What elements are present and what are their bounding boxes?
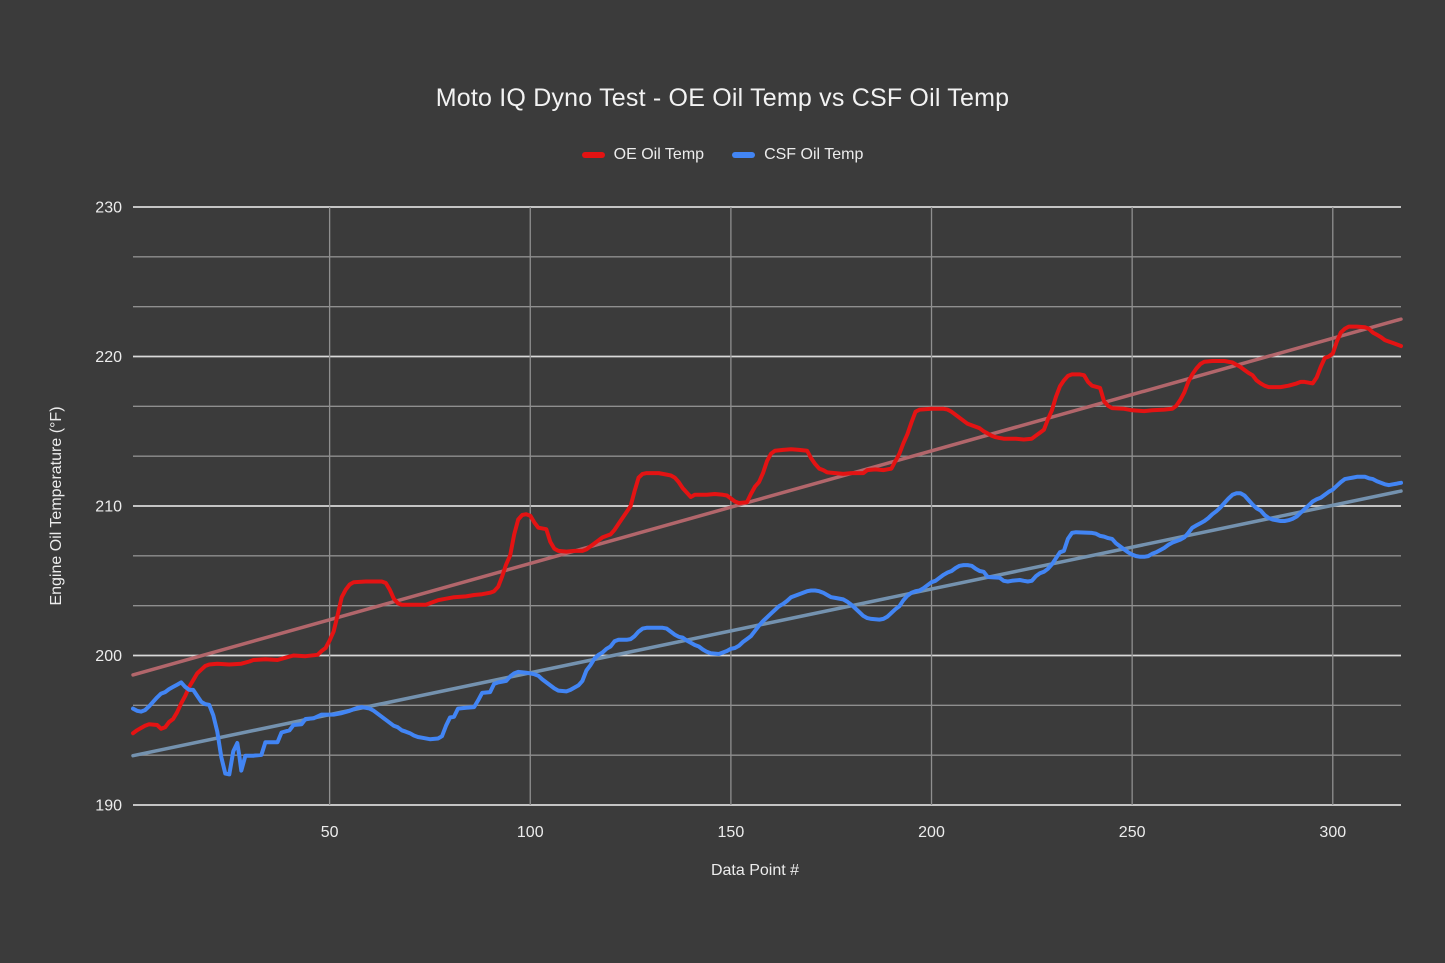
legend-item-csf-oil-temp[interactable]: CSF Oil Temp <box>732 146 863 164</box>
x-axis-title: Data Point # <box>710 862 800 879</box>
x-tick-label: 300 <box>1319 824 1346 841</box>
x-tick-label: 150 <box>718 824 745 841</box>
x-tick-label: 50 <box>321 824 339 841</box>
chart-title: Moto IQ Dyno Test - OE Oil Temp vs CSF O… <box>435 84 1010 112</box>
csf-oil-temp-line <box>131 474 1403 777</box>
oe-series-label: OE Oil Temp <box>613 146 705 163</box>
csf-series-label: CSF Oil Temp <box>764 146 864 163</box>
y-tick-label: 210 <box>95 499 122 516</box>
x-tick-label: 100 <box>517 824 544 841</box>
oe-trendline <box>131 317 1403 677</box>
y-tick-label: 220 <box>95 349 122 366</box>
legend: OE Oil Temp CSF Oil Temp <box>0 146 1445 164</box>
y-tick-label: 200 <box>95 648 122 665</box>
oe-series-swatch-icon <box>581 152 605 158</box>
legend-item-oe-oil-temp[interactable]: OE Oil Temp <box>581 146 705 164</box>
x-tick-label: 250 <box>1119 824 1146 841</box>
oe-oil-temp-line <box>131 324 1403 736</box>
x-tick-label: 200 <box>918 824 945 841</box>
y-tick-label: 230 <box>95 200 122 217</box>
y-tick-label: 190 <box>95 798 122 815</box>
csf-series-swatch-icon <box>732 152 756 158</box>
